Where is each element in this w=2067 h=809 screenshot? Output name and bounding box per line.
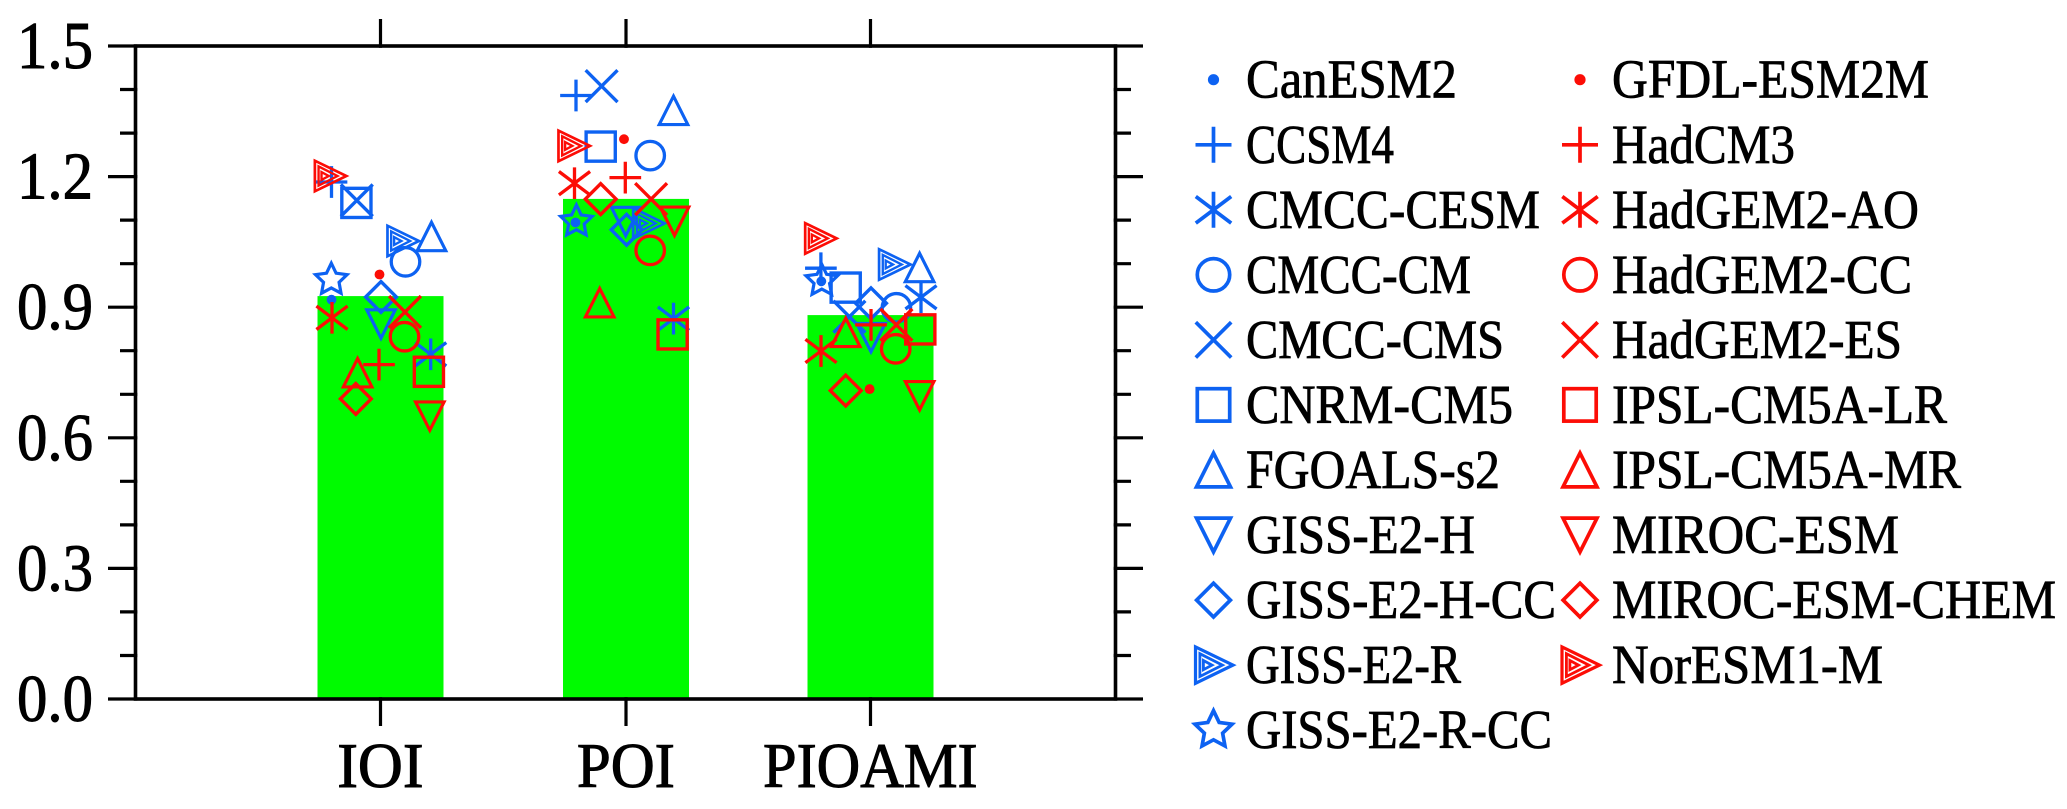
svg-text:HadGEM2-AO: HadGEM2-AO (1612, 179, 1919, 240)
svg-text:0.0: 0.0 (17, 663, 93, 736)
svg-text:IPSL-CM5A-MR: IPSL-CM5A-MR (1612, 439, 1961, 500)
svg-text:CMCC-CM: CMCC-CM (1246, 244, 1471, 305)
svg-text:0.6: 0.6 (17, 402, 93, 475)
svg-text:GISS-E2-R-CC: GISS-E2-R-CC (1246, 699, 1552, 760)
svg-text:POI: POI (577, 731, 675, 801)
svg-text:IOI: IOI (337, 731, 423, 801)
svg-text:CNRM-CM5: CNRM-CM5 (1246, 374, 1513, 435)
svg-text:HadCM3: HadCM3 (1612, 114, 1795, 175)
svg-text:GISS-E2-R: GISS-E2-R (1246, 634, 1461, 695)
svg-text:PIOAMI: PIOAMI (763, 731, 978, 801)
svg-text:0.9: 0.9 (17, 271, 93, 344)
svg-text:GISS-E2-H: GISS-E2-H (1246, 504, 1475, 565)
svg-text:CCSM4: CCSM4 (1246, 114, 1394, 175)
svg-text:1.2: 1.2 (17, 141, 93, 214)
svg-text:GFDL-ESM2M: GFDL-ESM2M (1612, 49, 1929, 110)
svg-text:1.5: 1.5 (17, 10, 93, 83)
svg-text:0.3: 0.3 (17, 532, 93, 605)
svg-text:MIROC-ESM-CHEM: MIROC-ESM-CHEM (1612, 569, 2056, 630)
svg-text:IPSL-CM5A-LR: IPSL-CM5A-LR (1612, 374, 1947, 435)
svg-text:MIROC-ESM: MIROC-ESM (1612, 504, 1899, 565)
svg-text:CMCC-CMS: CMCC-CMS (1246, 309, 1504, 370)
svg-text:HadGEM2-ES: HadGEM2-ES (1612, 309, 1902, 370)
svg-text:CanESM2: CanESM2 (1246, 49, 1457, 110)
svg-text:NorESM1-M: NorESM1-M (1612, 634, 1883, 695)
svg-text:FGOALS-s2: FGOALS-s2 (1246, 439, 1500, 500)
svg-text:GISS-E2-H-CC: GISS-E2-H-CC (1246, 569, 1556, 630)
svg-text:CMCC-CESM: CMCC-CESM (1246, 179, 1540, 240)
svg-text:HadGEM2-CC: HadGEM2-CC (1612, 244, 1912, 305)
